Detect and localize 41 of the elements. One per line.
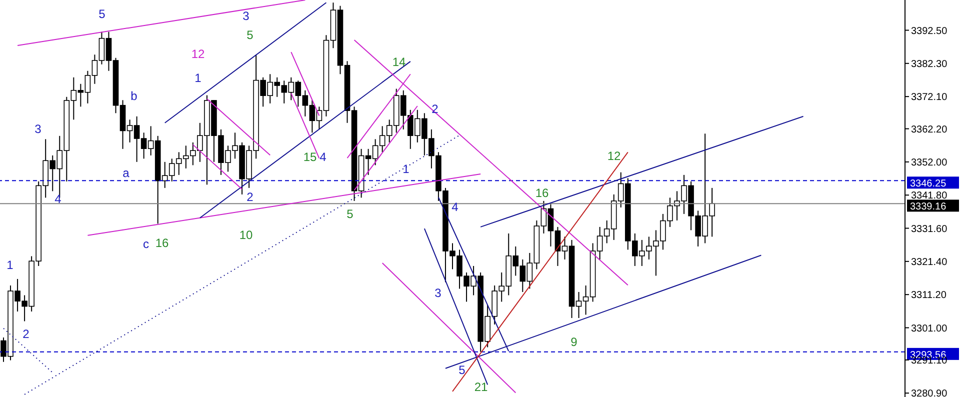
annotation: 5 — [98, 7, 106, 21]
annotation: 2 — [22, 327, 30, 341]
annotation: 15 — [303, 150, 317, 164]
annotation: 1 — [402, 162, 410, 176]
annotation: 4 — [320, 150, 327, 164]
annotation: b — [130, 89, 138, 103]
annotation: 14 — [392, 55, 406, 69]
y-tick-label: 3301.00 — [911, 323, 948, 334]
annotation: 10 — [239, 228, 253, 242]
annotation: 5 — [458, 363, 466, 377]
annotation: 5 — [246, 28, 254, 42]
annotation: 21 — [474, 380, 488, 394]
y-tick-label: 3372.10 — [911, 92, 948, 104]
annotation: 2 — [432, 102, 439, 116]
annotation: 12 — [607, 149, 621, 163]
y-tick-label: 3362.20 — [911, 124, 948, 136]
y-tick-label: 3392.50 — [911, 26, 948, 37]
y-tick-label: 3352.00 — [911, 157, 948, 168]
annotation: 9 — [570, 335, 578, 349]
annotation: 3 — [34, 122, 42, 136]
annotation: 3 — [434, 286, 442, 300]
annotation: 3 — [242, 9, 250, 23]
y-tick-label: 3280.90 — [911, 388, 948, 397]
ref-line-label: 3346.25 — [910, 178, 947, 190]
annotation: 1 — [6, 258, 14, 272]
ref-line-label: 3339.16 — [910, 202, 947, 213]
annotation: 16 — [155, 236, 169, 250]
annotation: 2 — [246, 190, 254, 204]
y-tick-label: 3331.60 — [911, 224, 948, 235]
annotation: 4 — [54, 192, 62, 206]
annotation: 5 — [346, 207, 354, 221]
y-tick-label: 3382.30 — [911, 58, 948, 70]
annotation: 12 — [191, 47, 205, 61]
annotation: 16 — [535, 186, 549, 200]
annotation: a — [122, 166, 130, 180]
y-tick-label: 3321.40 — [911, 256, 948, 268]
y-tick-label: 3311.20 — [911, 290, 947, 302]
y-tick-label: 3341.80 — [911, 190, 948, 202]
annotation: c — [143, 237, 149, 251]
annotation: 1 — [194, 71, 202, 85]
annotation: 4 — [452, 200, 459, 214]
